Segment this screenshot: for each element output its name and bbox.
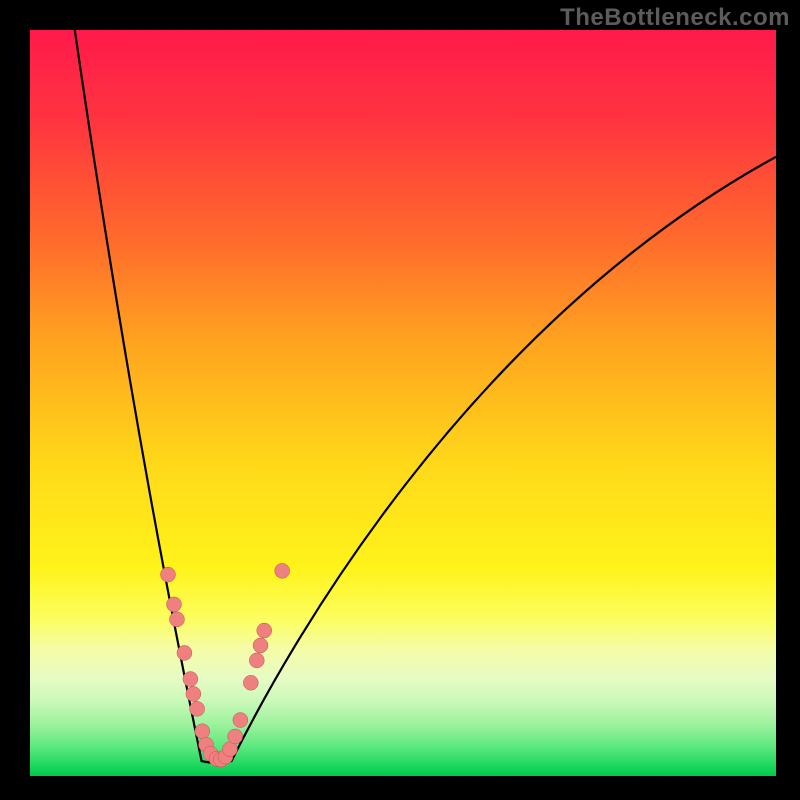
data-marker	[249, 653, 264, 668]
data-marker	[186, 686, 201, 701]
data-marker	[253, 638, 268, 653]
data-marker	[243, 675, 258, 690]
data-marker	[169, 612, 184, 627]
watermark-text: TheBottleneck.com	[560, 4, 790, 32]
plot-svg	[30, 30, 776, 776]
data-marker	[228, 729, 243, 744]
data-marker	[190, 701, 205, 716]
data-marker	[161, 567, 176, 582]
data-marker	[183, 672, 198, 687]
data-marker	[195, 724, 210, 739]
data-marker	[166, 597, 181, 612]
data-marker	[177, 645, 192, 660]
plot-area	[30, 30, 776, 776]
data-marker	[275, 563, 290, 578]
gradient-background	[30, 30, 776, 776]
data-marker	[257, 623, 272, 638]
data-marker	[233, 713, 248, 728]
